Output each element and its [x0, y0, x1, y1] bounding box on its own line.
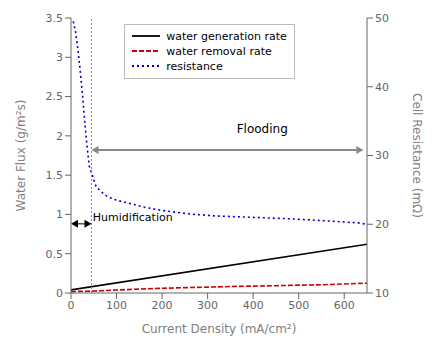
- svg-text:30: 30: [375, 149, 389, 162]
- svg-text:0: 0: [68, 299, 75, 312]
- svg-text:40: 40: [375, 81, 389, 94]
- svg-text:200: 200: [152, 299, 173, 312]
- svg-text:2: 2: [56, 130, 63, 143]
- svg-text:400: 400: [243, 299, 264, 312]
- svg-text:Current Density (mA/cm²): Current Density (mA/cm²): [142, 322, 297, 336]
- svg-text:Cell Resistance (mΩ): Cell Resistance (mΩ): [410, 93, 424, 218]
- html-text:water generation rate: water generation rate: [166, 29, 287, 43]
- svg-text:Humidification: Humidification: [93, 211, 173, 224]
- svg-text:0: 0: [56, 287, 63, 300]
- svg-text:3: 3: [56, 51, 63, 64]
- svg-text:50: 50: [375, 12, 389, 25]
- svg-text:3.5: 3.5: [46, 12, 64, 25]
- svg-text:Water Flux (g/m²s): Water Flux (g/m²s): [14, 100, 28, 212]
- svg-text:0.5: 0.5: [46, 248, 64, 261]
- html-text:resistance: resistance: [166, 59, 223, 73]
- svg-text:Flooding: Flooding: [237, 122, 288, 136]
- svg-text:600: 600: [334, 299, 355, 312]
- html-text:water removal rate: water removal rate: [166, 44, 272, 58]
- svg-text:300: 300: [197, 299, 218, 312]
- svg-text:100: 100: [106, 299, 127, 312]
- svg-text:10: 10: [375, 287, 389, 300]
- svg-text:20: 20: [375, 218, 389, 231]
- svg-text:500: 500: [288, 299, 309, 312]
- svg-text:2.5: 2.5: [46, 90, 64, 103]
- svg-text:1: 1: [56, 208, 63, 221]
- svg-text:1.5: 1.5: [46, 169, 64, 182]
